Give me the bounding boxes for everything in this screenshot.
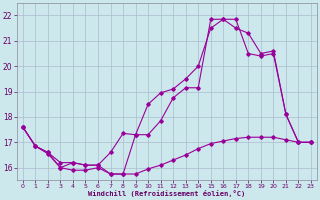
X-axis label: Windchill (Refroidissement éolien,°C): Windchill (Refroidissement éolien,°C) (88, 190, 245, 197)
